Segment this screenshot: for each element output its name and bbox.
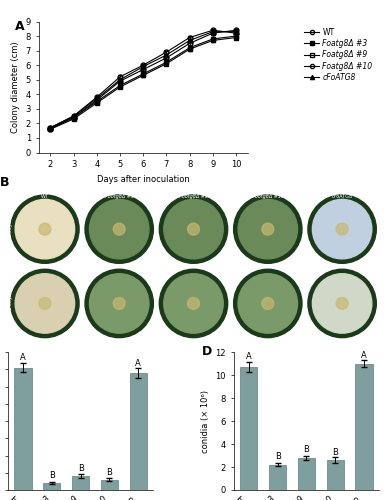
Text: A: A [246, 352, 252, 362]
Y-axis label: conidia (× 10⁶): conidia (× 10⁶) [201, 390, 210, 452]
Circle shape [11, 270, 79, 338]
Circle shape [188, 223, 199, 235]
Text: A: A [135, 358, 141, 368]
Y-axis label: Colony diameter (cm): Colony diameter (cm) [11, 41, 20, 133]
X-axis label: Days after inoculation: Days after inoculation [97, 174, 190, 184]
Bar [14, 368, 32, 490]
Circle shape [308, 195, 376, 264]
Circle shape [238, 274, 298, 333]
Circle shape [11, 195, 79, 264]
Text: B: B [106, 468, 112, 477]
Text: cFoATG8: cFoATG8 [332, 194, 353, 199]
Circle shape [85, 270, 153, 338]
Circle shape [15, 274, 75, 333]
Bar [269, 464, 286, 490]
Text: 10 days: 10 days [9, 294, 14, 313]
Circle shape [39, 223, 51, 235]
Text: A: A [361, 351, 367, 360]
Circle shape [262, 298, 274, 310]
Circle shape [336, 223, 348, 235]
Text: Footg8Δ #10: Footg8Δ #10 [252, 194, 284, 199]
Circle shape [159, 270, 228, 338]
Text: D: D [202, 345, 212, 358]
Circle shape [312, 274, 372, 333]
Bar [72, 476, 89, 490]
Circle shape [188, 298, 199, 310]
Bar [298, 458, 315, 490]
Bar [101, 480, 118, 490]
Circle shape [89, 200, 149, 259]
Text: B: B [49, 472, 55, 480]
Circle shape [164, 200, 223, 259]
Text: A: A [15, 20, 25, 33]
Circle shape [262, 223, 274, 235]
Circle shape [312, 200, 372, 259]
Bar [130, 373, 147, 490]
Text: B: B [78, 464, 84, 473]
Circle shape [238, 200, 298, 259]
Text: B: B [275, 452, 281, 462]
Circle shape [234, 270, 302, 338]
Circle shape [39, 298, 51, 310]
Text: Footg8Δ #9: Footg8Δ #9 [179, 194, 208, 199]
Circle shape [336, 298, 348, 310]
Bar [355, 364, 373, 490]
Bar [43, 483, 60, 490]
Text: Footg8Δ #3: Footg8Δ #3 [105, 194, 134, 199]
Circle shape [85, 195, 153, 264]
Bar [327, 460, 344, 490]
Text: WT: WT [41, 194, 49, 199]
Circle shape [164, 274, 223, 333]
Legend: WT, Foatg8Δ #3, Foatg8Δ #9, Foatg8Δ #10, cFoATG8: WT, Foatg8Δ #3, Foatg8Δ #9, Foatg8Δ #10,… [301, 25, 375, 85]
Text: A: A [20, 354, 26, 362]
Circle shape [113, 298, 125, 310]
Circle shape [159, 195, 228, 264]
Circle shape [234, 195, 302, 264]
Text: B: B [0, 176, 10, 189]
Circle shape [308, 270, 376, 338]
Text: B: B [303, 446, 309, 454]
Circle shape [113, 223, 125, 235]
Circle shape [15, 200, 75, 259]
Circle shape [89, 274, 149, 333]
Text: 6 days: 6 days [9, 221, 14, 237]
Bar [240, 367, 257, 490]
Text: B: B [332, 448, 338, 456]
